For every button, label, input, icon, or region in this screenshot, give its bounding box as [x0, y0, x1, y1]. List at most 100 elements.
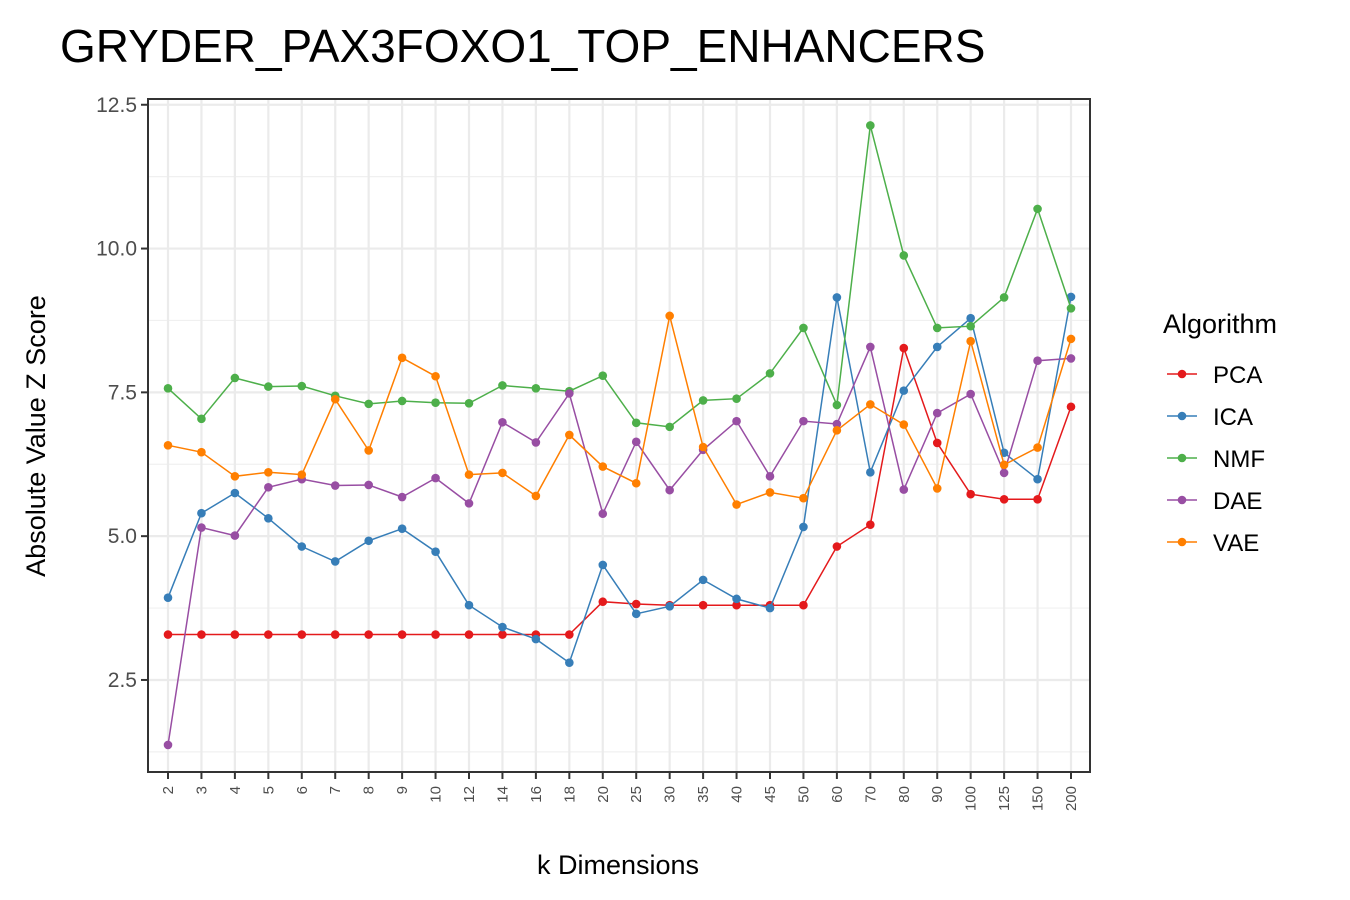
data-point-vae: [932, 484, 942, 493]
data-point-nmf: [364, 399, 373, 409]
data-point-pca: [732, 600, 741, 610]
data-point-dae: [966, 389, 975, 399]
data-point-ica: [230, 488, 240, 498]
data-point-nmf: [799, 323, 808, 333]
legend-label-dae: DAE: [1213, 488, 1262, 515]
legend-label-vae: VAE: [1213, 530, 1259, 557]
x-tick-label: 25: [628, 786, 645, 803]
data-point-ica: [832, 293, 842, 302]
data-point-nmf: [832, 400, 842, 410]
x-tick-label: 6: [294, 786, 311, 794]
data-point-dae: [799, 416, 808, 426]
data-point-dae: [498, 417, 507, 427]
data-point-nmf: [698, 396, 708, 405]
data-point-dae: [230, 531, 240, 540]
x-tick-label: 125: [996, 786, 1013, 811]
data-point-nmf: [264, 382, 273, 391]
data-point-pca: [565, 630, 574, 639]
data-point-nmf: [665, 422, 674, 432]
data-point-pca: [230, 630, 240, 639]
data-point-nmf: [932, 323, 942, 333]
data-point-vae: [665, 311, 674, 321]
data-point-vae: [498, 468, 507, 478]
data-point-pca: [698, 600, 708, 610]
data-point-pca: [999, 495, 1009, 504]
data-point-nmf: [866, 121, 875, 130]
legend-marker-nmf: [1177, 453, 1187, 463]
x-tick-label: 12: [461, 786, 478, 803]
data-point-vae: [799, 493, 808, 503]
data-point-pca: [966, 489, 975, 499]
data-point-ica: [330, 557, 340, 566]
data-point-vae: [397, 353, 407, 363]
x-tick-label: 80: [896, 786, 913, 803]
data-point-dae: [264, 482, 273, 492]
data-point-vae: [464, 470, 474, 479]
data-point-nmf: [966, 321, 975, 331]
x-tick-label: 20: [595, 786, 612, 803]
data-point-vae: [1033, 443, 1042, 452]
data-point-nmf: [899, 251, 909, 260]
data-point-vae: [966, 336, 975, 346]
y-tick-label: 10.0: [96, 238, 137, 261]
data-point-nmf: [297, 381, 307, 391]
series-line-vae: [167, 315, 1072, 506]
y-tick-label: 5.0: [108, 525, 137, 548]
data-point-nmf: [531, 384, 541, 393]
data-point-vae: [364, 446, 373, 455]
data-point-dae: [631, 437, 641, 447]
x-tick-label: 40: [729, 786, 746, 803]
data-point-ica: [498, 622, 507, 632]
data-point-nmf: [1066, 304, 1076, 313]
data-point-vae: [330, 394, 340, 404]
data-point-nmf: [163, 384, 173, 393]
data-point-vae: [1066, 334, 1076, 344]
legend: Algorithm PCA ICA NMF DAE VAE: [1163, 309, 1277, 557]
data-point-vae: [163, 440, 173, 450]
series-line-dae: [167, 344, 1072, 746]
data-point-vae: [264, 468, 273, 477]
data-point-ica: [1033, 474, 1042, 484]
data-point-dae: [197, 523, 206, 532]
data-point-nmf: [765, 369, 775, 378]
legend-marker-vae: [1177, 537, 1187, 547]
data-point-nmf: [464, 398, 474, 408]
data-point-nmf: [431, 398, 440, 408]
data-point-vae: [598, 462, 608, 471]
data-point-pca: [1066, 402, 1076, 412]
data-point-dae: [665, 485, 674, 495]
data-point-nmf: [397, 396, 407, 406]
data-point-ica: [464, 600, 474, 610]
y-tick-label: 7.5: [108, 381, 137, 404]
data-point-ica: [966, 313, 975, 323]
data-point-pca: [364, 630, 373, 639]
data-point-vae: [899, 420, 909, 429]
x-axis-title: k Dimensions: [537, 850, 699, 880]
x-tick-label: 14: [494, 786, 511, 803]
y-tick-label: 2.5: [108, 669, 137, 692]
series-line-pca: [168, 345, 1072, 636]
data-point-vae: [531, 491, 541, 501]
data-point-vae: [765, 488, 775, 497]
data-point-pca: [464, 630, 474, 639]
data-point-vae: [631, 478, 641, 488]
data-point-dae: [397, 492, 407, 502]
grid: [148, 99, 1090, 772]
data-point-ica: [899, 386, 909, 395]
data-point-ica: [197, 508, 206, 518]
y-axis-title: Absolute Value Z Score: [21, 295, 51, 577]
data-point-pca: [598, 597, 608, 607]
series-vae: [163, 311, 1076, 509]
plot-panel-border: [147, 98, 1091, 773]
x-tick-label: 60: [829, 786, 846, 803]
x-tick-label: 150: [1030, 786, 1047, 811]
x-tick-label: 200: [1063, 786, 1080, 811]
data-point-ica: [799, 522, 808, 532]
data-point-vae: [732, 500, 741, 509]
data-point-ica: [665, 602, 674, 611]
data-point-nmf: [999, 293, 1009, 302]
data-point-pca: [899, 343, 909, 353]
x-tick-label: 10: [428, 786, 445, 803]
data-point-ica: [866, 468, 875, 477]
legend-marker-ica: [1177, 411, 1187, 421]
